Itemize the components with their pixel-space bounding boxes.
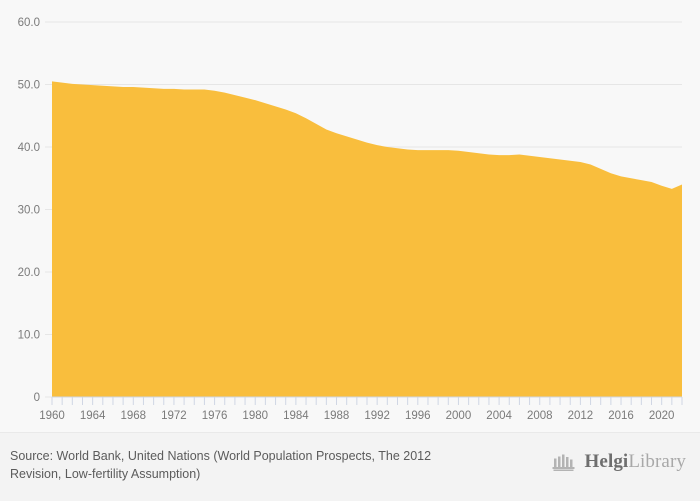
svg-text:1980: 1980 bbox=[242, 410, 268, 422]
svg-text:2016: 2016 bbox=[608, 410, 634, 422]
svg-text:1968: 1968 bbox=[120, 410, 146, 422]
svg-text:30.0: 30.0 bbox=[18, 205, 40, 217]
svg-text:2020: 2020 bbox=[649, 410, 675, 422]
svg-text:1972: 1972 bbox=[161, 410, 187, 422]
svg-text:1964: 1964 bbox=[80, 410, 106, 422]
svg-text:1988: 1988 bbox=[324, 410, 350, 422]
svg-text:0: 0 bbox=[34, 392, 40, 404]
svg-text:1992: 1992 bbox=[364, 410, 390, 422]
brand-name-secondary: Library bbox=[628, 451, 686, 472]
svg-text:10.0: 10.0 bbox=[18, 330, 40, 342]
brand-logo[interactable]: HelgiLibrary bbox=[552, 451, 686, 473]
svg-text:40.0: 40.0 bbox=[18, 142, 40, 154]
svg-text:1996: 1996 bbox=[405, 410, 431, 422]
svg-text:1960: 1960 bbox=[39, 410, 65, 422]
svg-text:2012: 2012 bbox=[568, 410, 594, 422]
library-building-icon bbox=[552, 454, 575, 471]
brand-name-primary: Helgi bbox=[584, 451, 629, 472]
chart-footer: Source: World Bank, United Nations (Worl… bbox=[0, 432, 700, 501]
svg-text:1984: 1984 bbox=[283, 410, 309, 422]
svg-text:2000: 2000 bbox=[446, 410, 472, 422]
brand-wordmark: HelgiLibrary bbox=[585, 451, 686, 473]
y-axis-tick-labels: 0 10.0 20.0 30.0 40.0 50.0 60.0 bbox=[18, 17, 40, 404]
x-axis-group bbox=[51, 396, 683, 405]
svg-text:2004: 2004 bbox=[486, 410, 512, 422]
svg-text:60.0: 60.0 bbox=[18, 17, 40, 29]
source-note: Source: World Bank, United Nations (Worl… bbox=[10, 449, 432, 481]
area-series-fill bbox=[52, 81, 682, 397]
svg-text:2008: 2008 bbox=[527, 410, 553, 422]
plot-area: 0 10.0 20.0 30.0 40.0 50.0 60.0 1960 1964 1968 19… bbox=[17, 17, 683, 422]
x-axis-tick-labels: 1960 1964 1968 1972 1976 1980 1984 1988 1992 1996… bbox=[39, 410, 674, 422]
svg-text:50.0: 50.0 bbox=[18, 80, 40, 92]
area-chart-svg: 010.020.030.040.050.060.0 1960 1964 1968 19… bbox=[17, 17, 683, 422]
svg-text:1976: 1976 bbox=[202, 410, 228, 422]
svg-text:20.0: 20.0 bbox=[18, 267, 40, 279]
